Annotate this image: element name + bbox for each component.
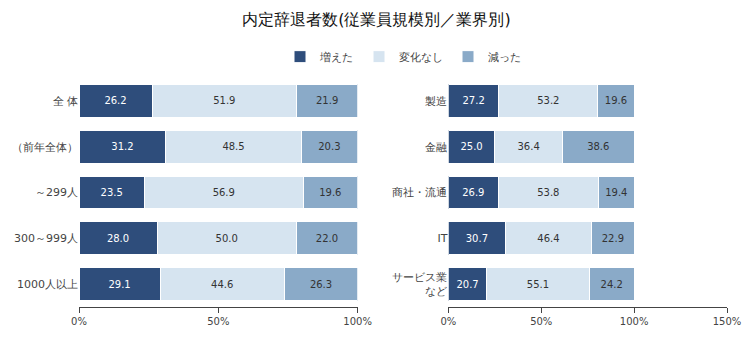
svg-text:50%: 50% [207,316,229,327]
svg-text:56.9: 56.9 [213,187,235,198]
svg-text:26.2: 26.2 [104,95,126,106]
svg-text:内定辞退者数(従業員規模別／業界別): 内定辞退者数(従業員規模別／業界別) [242,10,510,29]
svg-text:55.1: 55.1 [527,279,549,290]
svg-text:100%: 100% [343,316,372,327]
svg-text:53.2: 53.2 [537,95,559,106]
svg-text:44.6: 44.6 [211,279,233,290]
svg-text:53.8: 53.8 [537,187,559,198]
svg-text:製造: 製造 [425,95,447,108]
svg-text:減った: 減った [488,51,521,64]
svg-text:21.9: 21.9 [316,95,338,106]
svg-text:IT: IT [437,232,447,245]
svg-text:51.9: 51.9 [213,95,235,106]
svg-text:100%: 100% [620,316,649,327]
svg-text:50.0: 50.0 [216,233,238,244]
svg-text:24.2: 24.2 [601,279,623,290]
svg-text:0%: 0% [71,316,87,327]
svg-text:30.7: 30.7 [466,233,488,244]
svg-text:23.5: 23.5 [101,187,123,198]
svg-text:商社・流通: 商社・流通 [392,186,447,199]
svg-text:29.1: 29.1 [108,279,130,290]
svg-text:全 体: 全 体 [53,95,79,108]
svg-text:300～999人: 300～999人 [14,232,78,245]
svg-text:19.6: 19.6 [319,187,341,198]
svg-text:28.0: 28.0 [107,233,129,244]
svg-text:48.5: 48.5 [222,141,244,152]
svg-text:19.6: 19.6 [605,95,627,106]
svg-text:50%: 50% [530,316,552,327]
svg-text:変化なし: 変化なし [399,51,443,64]
svg-text:1000人以上: 1000人以上 [17,278,78,291]
svg-text:25.0: 25.0 [460,141,482,152]
svg-text:46.4: 46.4 [537,233,559,244]
svg-text:増えた: 増えた [319,51,353,64]
svg-text:27.2: 27.2 [462,95,484,106]
svg-text:150%: 150% [713,316,742,327]
svg-text:（前年全体）: （前年全体） [12,141,78,154]
svg-text:36.4: 36.4 [517,141,539,152]
svg-text:20.3: 20.3 [318,141,340,152]
svg-text:0%: 0% [440,316,456,327]
svg-text:～299人: ～299人 [35,186,78,199]
svg-text:22.9: 22.9 [602,233,624,244]
svg-text:26.9: 26.9 [462,187,484,198]
svg-text:サービス業など: サービス業など [392,271,447,298]
svg-text:19.4: 19.4 [605,187,627,198]
svg-text:31.2: 31.2 [111,141,133,152]
svg-text:38.6: 38.6 [587,141,609,152]
svg-text:26.3: 26.3 [310,279,332,290]
svg-text:20.7: 20.7 [456,279,478,290]
svg-text:金融: 金融 [425,141,447,154]
svg-text:22.0: 22.0 [316,233,338,244]
